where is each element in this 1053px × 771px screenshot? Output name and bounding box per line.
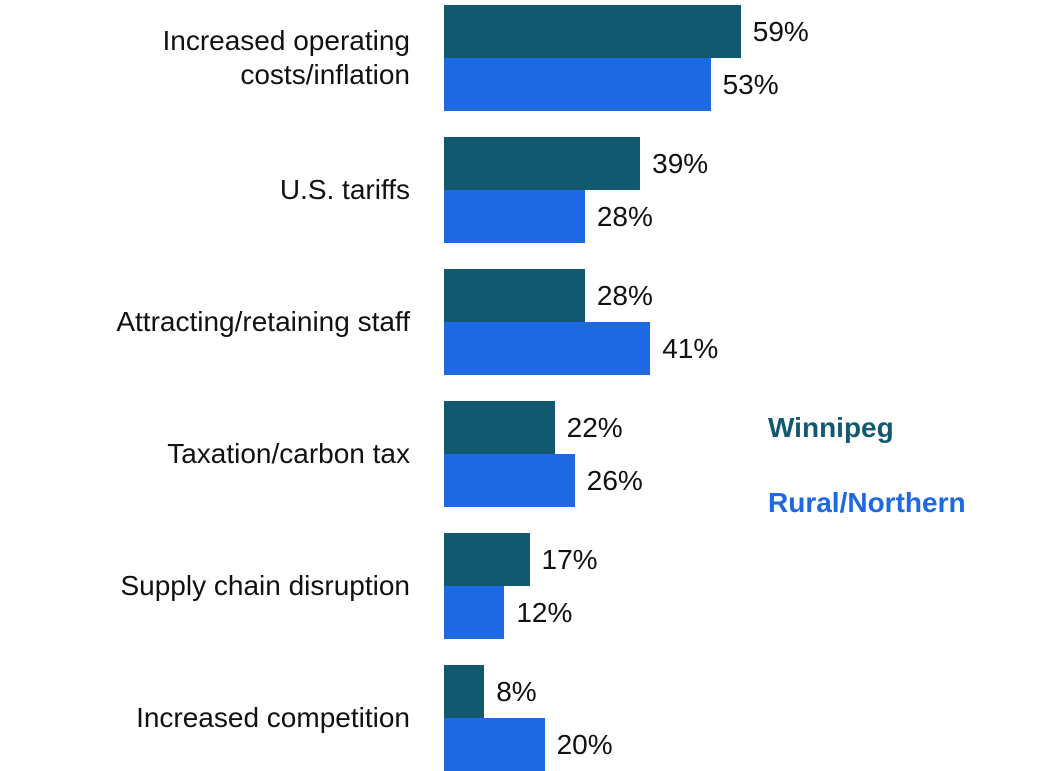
category-label: Supply chain disruption (120, 570, 410, 601)
value-label: 59% (752, 15, 809, 47)
value-label: 39% (652, 147, 709, 179)
value-label: 28% (596, 200, 653, 232)
value-label: 26% (586, 464, 643, 496)
value-label: 53% (722, 68, 779, 100)
category-label: Increased operating costs/inflation (162, 25, 410, 90)
category-label: Attracting/retaining staff (116, 306, 410, 337)
bar (444, 665, 485, 718)
value-label: 41% (662, 332, 719, 364)
bar (444, 269, 585, 322)
value-label: 28% (596, 279, 653, 311)
category-label: Taxation/carbon tax (167, 438, 410, 469)
bar (444, 137, 641, 190)
bar (444, 586, 505, 639)
bar (444, 533, 530, 586)
value-label: 12% (516, 596, 573, 628)
category-label: U.S. tariffs (279, 174, 410, 205)
bar (444, 190, 585, 243)
bar (444, 322, 651, 375)
legend-entry: Rural/Northern (768, 487, 966, 518)
category-label: Increased competition (136, 702, 410, 733)
bar (444, 58, 711, 111)
value-label: 22% (566, 411, 623, 443)
bar (444, 454, 575, 507)
legend-entry: Winnipeg (768, 412, 894, 443)
bar (444, 718, 545, 771)
bar (444, 401, 555, 454)
value-label: 17% (541, 543, 598, 575)
value-label: 20% (556, 728, 613, 760)
bar (444, 5, 741, 58)
value-label: 8% (496, 675, 537, 707)
